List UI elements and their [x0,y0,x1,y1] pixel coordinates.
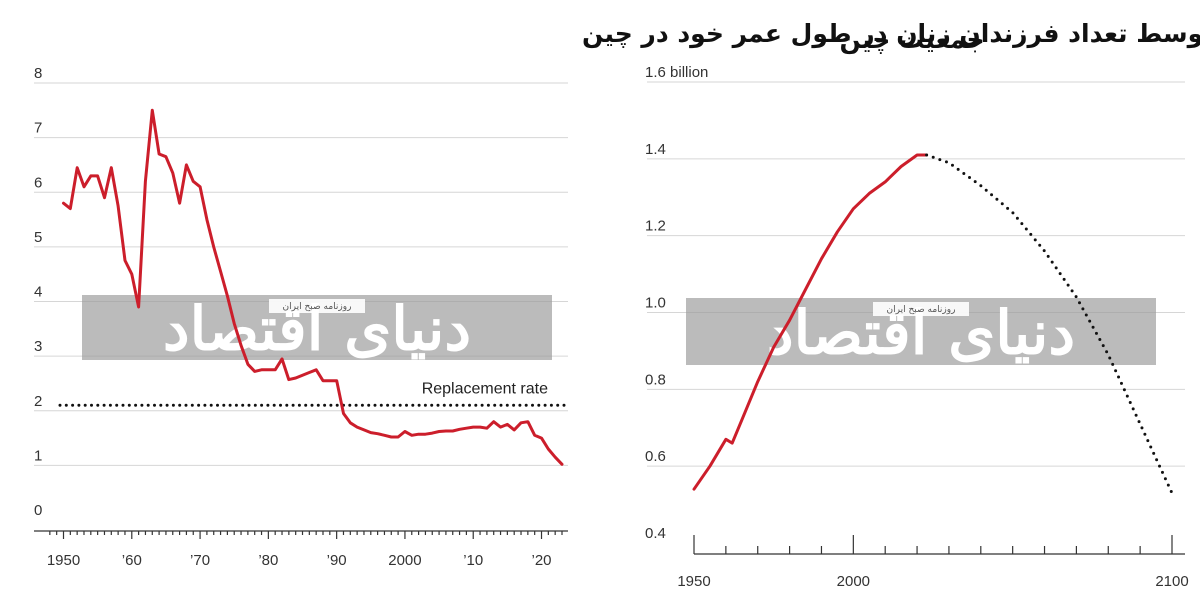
population-grid [647,81,1185,467]
watermark-tag: روزنامه صبح ایران [887,305,956,315]
fertility-y-ticks: 0 1 2 3 4 5 6 7 8 [34,65,42,519]
fertility-y-tick-label: 0 [34,502,42,519]
fertility-y-tick-label: 1 [34,447,42,464]
fertility-x-axis: 1950 ’60 ’70 ’80 ’90 2000 ’10 ’20 [34,530,568,569]
fertility-x-tick-label: ’60 [122,552,142,569]
fertility-x-tick-label: ’20 [531,552,551,569]
population-chart: جمعیت چین 0.40.60.81.01.21.41.6 billion … [645,25,1189,590]
population-x-tick-label: 1950 [677,573,710,590]
fertility-y-tick-label: 6 [34,174,42,191]
fertility-chart: متوسط تعداد فرزندان زنان در طول عمر خود … [34,19,1200,569]
population-x-axis: 1950 2000 2100 [677,535,1189,590]
watermark-tag: روزنامه صبح ایران [283,302,352,312]
watermark-tag-box [873,302,969,316]
fertility-series-line [62,108,564,466]
fertility-x-tick-label: ’80 [258,552,278,569]
replacement-rate-label: Replacement rate [422,380,548,397]
population-chart-title: جمعیت چین [840,25,985,55]
population-y-tick-label: 1.0 [645,295,666,312]
fertility-x-tick-label: ’70 [190,552,210,569]
population-historical-line [692,153,929,491]
population-y-tick-label: 1.6 billion [645,64,708,81]
fertility-x-tick-label: 2000 [388,552,421,569]
fertility-chart-title: متوسط تعداد فرزندان زنان در طول عمر خود … [582,19,1200,49]
population-projection-line [925,153,1174,495]
fertility-y-tick-label: 7 [34,120,42,137]
population-y-tick-label: 1.2 [645,218,666,235]
population-y-tick-label: 0.8 [645,371,666,388]
population-x-tick-label: 2000 [837,573,870,590]
fertility-x-tick-label: ’10 [463,552,483,569]
fertility-y-tick-label: 2 [34,393,42,410]
population-x-tick-label: 2100 [1155,573,1188,590]
fertility-x-tick-label: 1950 [47,552,80,569]
population-y-ticks: 0.4 0.6 0.8 1.0 1.2 1.4 1.6 billion [645,64,708,542]
watermark-tag-box [269,299,365,313]
population-y-tick-label: 1.4 [645,141,666,158]
fertility-y-tick-label: 3 [34,338,42,355]
fertility-y-tick-label: 5 [34,229,42,246]
fertility-x-tick-label: ’90 [327,552,347,569]
fertility-grid [34,82,568,466]
fertility-y-tick-label: 4 [34,284,42,301]
population-y-tick-label: 0.4 [645,525,666,542]
fertility-y-tick-label: 8 [34,65,42,82]
population-y-tick-label: 0.6 [645,448,666,465]
